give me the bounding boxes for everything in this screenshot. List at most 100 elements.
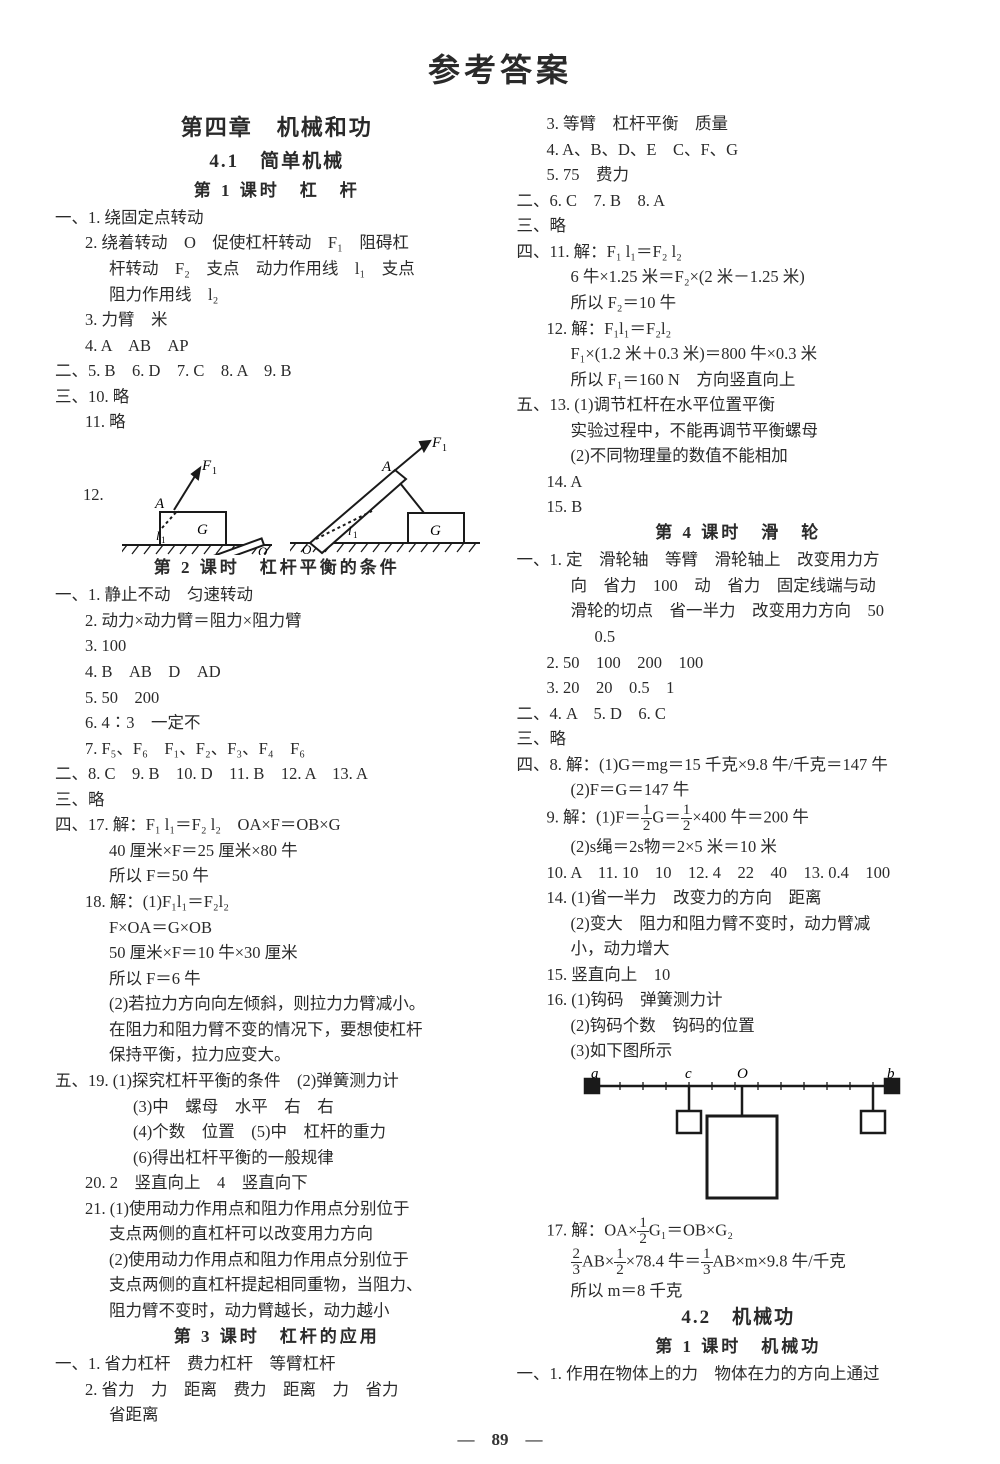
answer-line: 2. 省力 力 距离 费力 距离 力 省力 (55, 1377, 499, 1403)
section-42-title: 4.2 机械功 (517, 1303, 961, 1332)
lesson-3-title: 第 3 课时 杠杆的应用 (55, 1324, 499, 1350)
answer-line: 4. A AB AP (55, 333, 499, 359)
answer-line: 所以 F＝6 牛 (55, 966, 499, 992)
answer-line: (2)s绳＝2s物＝2×5 米＝10 米 (517, 834, 961, 860)
svg-text:A: A (154, 496, 165, 512)
answer-line: 杆转动 F₂ 支点 动力作用线 l₁ 支点 (55, 256, 499, 282)
right-column: 3. 等臂 杠杆平衡 质量 4. A、B、D、E C、F、G 5. 75 费力 … (517, 111, 961, 1428)
answer-line: 40 厘米×F＝25 厘米×80 牛 (55, 838, 499, 864)
answer-line: 3. 等臂 杠杆平衡 质量 (517, 111, 961, 137)
page-title: 参考答案 (0, 0, 1000, 91)
svg-text:c: c (685, 1066, 692, 1082)
svg-text:a: a (591, 1066, 599, 1082)
svg-text:G: G (197, 522, 208, 538)
answer-line: (2)使用动力作用点和阻力作用点分别位于 (55, 1247, 499, 1273)
answer-line: 三、略 (517, 726, 961, 752)
svg-text:1: 1 (353, 530, 358, 540)
answer-line: 3. 20 20 0.5 1 (517, 675, 961, 701)
svg-text:l: l (348, 523, 352, 538)
answer-line: 四、11. 解：F₁ l₁＝F₂ l₂ (517, 239, 961, 265)
answer-line: 支点两侧的直杠杆提起相同重物，当阻力、 (55, 1272, 499, 1298)
answer-line: 所以 m＝8 千克 (517, 1278, 961, 1304)
section-41-title: 4.1 简单机械 (55, 147, 499, 176)
answer-line: 小，动力增大 (517, 936, 961, 962)
answer-line: 阻力作用线 l₂ (55, 282, 499, 308)
answer-line: 二、6. C 7. B 8. A (517, 188, 961, 214)
answer-line: 在阻力和阻力臂不变的情况下，要想使杠杆 (55, 1017, 499, 1043)
answer-line: 保持平衡，拉力应变大。 (55, 1042, 499, 1068)
svg-text:O: O (258, 544, 268, 555)
q12-label: 12. (55, 482, 104, 508)
answer-line: 三、略 (517, 213, 961, 239)
content-columns: 第四章 机械和功 4.1 简单机械 第 1 课时 杠 杆 一、1. 绕固定点转动… (0, 91, 1000, 1428)
answer-line: 3. 100 (55, 633, 499, 659)
answer-line: 一、1. 省力杠杆 费力杠杆 等臂杠杆 (55, 1351, 499, 1377)
answer-line: 14. (1)省一半力 改变力的方向 距离 (517, 885, 961, 911)
page-number: — 89 — (0, 1425, 1000, 1450)
answer-line-frac: 9. 解：(1)F＝12G＝12×400 牛＝200 牛 (517, 803, 961, 834)
left-column: 第四章 机械和功 4.1 简单机械 第 1 课时 杠 杆 一、1. 绕固定点转动… (55, 111, 499, 1428)
answer-line: 一、1. 作用在物体上的力 物体在力的方向上通过 (517, 1361, 961, 1387)
answer-line: 实验过程中，不能再调节平衡螺母 (517, 418, 961, 444)
answer-line: 5. 50 200 (55, 685, 499, 711)
answer-line: 所以 F₁＝160 N 方向竖直向上 (517, 367, 961, 393)
answer-line: 14. A (517, 469, 961, 495)
svg-text:1: 1 (161, 535, 166, 545)
answer-line: (2)不同物理量的数值不能相加 (517, 443, 961, 469)
pulley-balance-diagram: a c O b (577, 1066, 907, 1206)
answer-line: (3)中 螺母 水平 右 右 (55, 1094, 499, 1120)
answer-line: (2)钩码个数 钩码的位置 (517, 1013, 961, 1039)
answer-line: 11. 略 (55, 409, 499, 435)
answer-line: 16. (1)钩码 弹簧测力计 (517, 987, 961, 1013)
svg-text:1: 1 (212, 466, 217, 477)
answer-line: 20. 2 竖直向上 4 竖直向下 (55, 1170, 499, 1196)
answer-line: 所以 F₂＝10 牛 (517, 290, 961, 316)
answer-line: (6)得出杠杆平衡的一般规律 (55, 1145, 499, 1171)
answer-line: (3)如下图所示 (517, 1038, 961, 1064)
svg-text:l: l (156, 528, 160, 543)
answer-line: 12. 解：F₁l₁＝F₂l₂ (517, 316, 961, 342)
answer-line: (2)变大 阻力和阻力臂不变时，动力臂减 (517, 911, 961, 937)
answer-line: 三、10. 略 (55, 384, 499, 410)
answer-line: 一、1. 绕固定点转动 (55, 205, 499, 231)
answer-line: 四、8. 解：(1)G＝mg＝15 千克×9.8 牛/千克＝147 牛 (517, 752, 961, 778)
answer-line: 滑轮的切点 省一半力 改变用力方向 50 (517, 598, 961, 624)
answer-line: 向 省力 100 动 省力 固定线端与动 (517, 573, 961, 599)
answer-line: 一、1. 定 滑轮轴 等臂 滑轮轴上 改变用力方 (517, 547, 961, 573)
lever-diagram-2: A F1 G l1 O (290, 435, 480, 555)
answer-line: 18. 解：(1)F₁l₁＝F₂l₂ (55, 889, 499, 915)
answer-line: 四、17. 解：F₁ l₁＝F₂ l₂ OA×F＝OB×G (55, 812, 499, 838)
answer-line: 6. 4∶3 一定不 (55, 710, 499, 736)
lesson-4-title: 第 4 课时 滑 轮 (517, 520, 961, 546)
svg-text:1: 1 (442, 443, 447, 454)
answer-line-frac: 23AB×12×78.4 牛＝13AB×m×9.8 牛/千克 (517, 1247, 961, 1278)
answer-line: (4)个数 位置 (5)中 杠杆的重力 (55, 1119, 499, 1145)
answer-line: 15. 竖直向上 10 (517, 962, 961, 988)
answer-line: 2. 动力×动力臂＝阻力×阻力臂 (55, 608, 499, 634)
svg-text:F: F (201, 458, 212, 474)
answer-line: 二、8. C 9. B 10. D 11. B 12. A 13. A (55, 761, 499, 787)
lever-diagrams: 12. A (55, 435, 499, 555)
svg-text:G: G (430, 523, 441, 539)
answer-line: 所以 F＝50 牛 (55, 863, 499, 889)
answer-line-frac: 17. 解：OA×12G₁＝OB×G₂ (517, 1216, 961, 1247)
answer-line: (2)若拉力方向向左倾斜，则拉力力臂减小。 (55, 991, 499, 1017)
answer-line: 2. 50 100 200 100 (517, 650, 961, 676)
answer-line: (2)F＝G＝147 牛 (517, 777, 961, 803)
answer-line: 五、13. (1)调节杠杆在水平位置平衡 (517, 392, 961, 418)
answer-line: F×OA＝G×OB (55, 915, 499, 941)
answer-line: 0.5 (517, 624, 961, 650)
lesson-2-title: 第 2 课时 杠杆平衡的条件 (55, 555, 499, 581)
answer-line: 三、略 (55, 787, 499, 813)
answer-line: 省距离 (55, 1402, 499, 1428)
answer-line: 一、1. 静止不动 匀速转动 (55, 582, 499, 608)
answer-line: 二、5. B 6. D 7. C 8. A 9. B (55, 358, 499, 384)
answer-line: 2. 绕着转动 O 促使杠杆转动 F₁ 阻碍杠 (55, 230, 499, 256)
svg-text:O: O (737, 1066, 748, 1082)
answer-line: 6 牛×1.25 米＝F₂×(2 米－1.25 米) (517, 264, 961, 290)
answer-line: 阻力臂不变时，动力臂越长，动力越小 (55, 1298, 499, 1324)
answer-line: 10. A 11. 10 10 12. 4 22 40 13. 0.4 100 (517, 860, 961, 886)
answer-line: 5. 75 费力 (517, 162, 961, 188)
svg-text:b: b (887, 1066, 895, 1082)
svg-text:A: A (381, 459, 392, 475)
